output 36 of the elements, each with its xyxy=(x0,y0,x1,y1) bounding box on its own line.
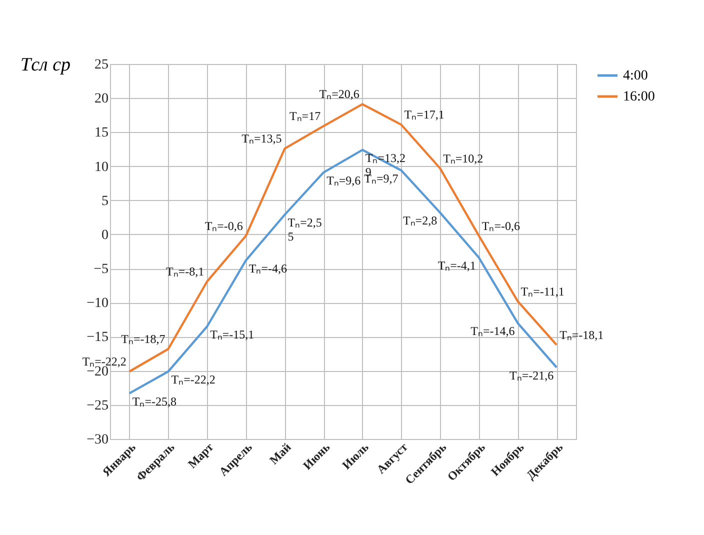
annotation: Tₙ=-8,1 xyxy=(166,264,204,278)
annotation: Tₙ=-4,1 xyxy=(438,258,476,273)
annotation: Tₙ=9,6 xyxy=(326,173,361,188)
y-axis-title: Tсл ср xyxy=(20,54,70,76)
annotation: Tₙ=17,1 xyxy=(404,108,444,122)
annotation: Tₙ=2,8 xyxy=(402,214,438,228)
annotation: Tₙ=2,5 5 xyxy=(288,216,322,244)
y-tick-label: 20 xyxy=(94,92,108,107)
annotation: Tₙ=-14,6 xyxy=(470,324,515,338)
y-tick-label: −10 xyxy=(86,296,108,312)
annotation: Tₙ=13,5 xyxy=(242,132,282,146)
legend-label: 16:00 xyxy=(623,90,655,104)
y-tick-label: 10 xyxy=(94,160,108,175)
annotation: Tₙ=17 xyxy=(289,109,321,124)
annotation: Tₙ=-22,2 xyxy=(82,354,126,368)
y-tick-label: −30 xyxy=(86,432,108,448)
annotation: Tₙ=-25,8 xyxy=(132,394,177,408)
legend-label: 4:00 xyxy=(623,68,648,84)
annotation: Tₙ=-22,2 xyxy=(171,372,216,386)
y-tick-label: −5 xyxy=(94,262,108,278)
annotation: Tₙ=-18,7 xyxy=(121,332,166,346)
annotation: Tₙ=-0,6 xyxy=(482,218,520,233)
y-tick-label: 0 xyxy=(102,228,108,243)
y-tick-label: 5 xyxy=(102,194,108,209)
annotation: Tₙ=-4,6 xyxy=(248,261,288,276)
y-tick-label: 15 xyxy=(94,126,108,141)
annotation: Tₙ=-11,1 xyxy=(520,284,564,298)
annotation: Tₙ=-15,1 xyxy=(210,328,254,342)
annotation: Tₙ=-18,1 xyxy=(560,328,604,342)
annotation: Tₙ=20,6 xyxy=(319,87,360,102)
annotation: Tₙ=10,2 xyxy=(443,151,484,166)
y-tick-label: 25 xyxy=(94,58,108,72)
y-tick-label: −25 xyxy=(86,398,108,414)
y-tick-label: −15 xyxy=(86,330,108,346)
annotation: Tₙ=-0,6 xyxy=(204,218,243,233)
annotation: Tₙ=-21,6 xyxy=(509,368,554,382)
